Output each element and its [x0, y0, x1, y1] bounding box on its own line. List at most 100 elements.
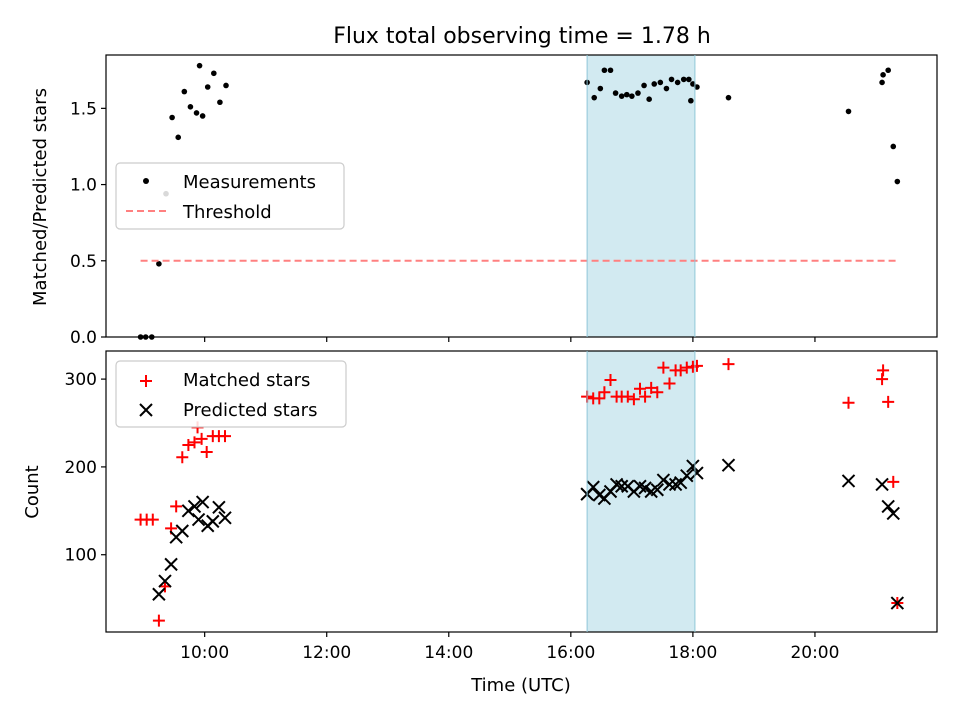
- y-tick-label: 0.5: [70, 252, 97, 272]
- count-y-axis-label: Count: [22, 465, 43, 518]
- ratio-legend-box: [115, 162, 345, 230]
- predicted-point: [886, 506, 900, 521]
- measurement-point: [156, 261, 162, 267]
- matched-point: [598, 386, 611, 399]
- measurement-point: [885, 67, 891, 74]
- measurement-point: [629, 93, 635, 99]
- matched-point: [188, 436, 201, 449]
- measurement-point: [879, 79, 885, 86]
- matched-point: [195, 432, 208, 445]
- predicted-point: [218, 511, 232, 525]
- count-series-layer: [134, 358, 905, 627]
- predicted-point: [164, 557, 178, 572]
- measurement-point: [663, 85, 670, 92]
- predicted-point: [890, 596, 905, 610]
- predicted-point: [680, 468, 694, 483]
- predicted-point: [614, 479, 629, 493]
- predicted-point: [195, 495, 210, 509]
- measurement-point: [607, 67, 614, 74]
- series-matched-stars: [134, 358, 904, 627]
- predicted-point: [206, 514, 220, 529]
- ratio-legend: Measurements Threshold: [115, 162, 345, 230]
- matched-point: [657, 361, 670, 374]
- matched-point: [170, 500, 183, 513]
- predicted-point: [841, 474, 856, 488]
- matched-point: [882, 395, 895, 408]
- measurement-point: [641, 82, 647, 89]
- measurement-point: [199, 113, 206, 119]
- measurement-point: [651, 81, 658, 87]
- y-tick-label: 300: [65, 370, 97, 390]
- matched-point: [690, 359, 703, 372]
- predicted-point: [152, 587, 166, 601]
- measurement-point: [646, 96, 652, 103]
- x-tick-label: 18:00: [668, 643, 717, 663]
- legend-plus-icon: [140, 375, 152, 387]
- measurement-point: [694, 84, 700, 90]
- predicted-point: [212, 500, 226, 515]
- predicted-point: [191, 512, 206, 527]
- y-tick-label: 1.0: [70, 176, 97, 196]
- legend-threshold-label: Threshold: [182, 202, 272, 223]
- x-tick-label: 14:00: [424, 643, 473, 663]
- measurement-point: [618, 93, 625, 99]
- measurement-point: [890, 143, 897, 150]
- measurement-point: [181, 88, 188, 95]
- measurement-point: [657, 79, 664, 86]
- matched-point: [842, 396, 855, 409]
- x-tick-label: 12:00: [302, 643, 351, 663]
- measurement-point: [686, 76, 692, 83]
- x-tick-label: 20:00: [790, 643, 839, 663]
- matched-point: [593, 392, 606, 405]
- measurement-point: [591, 94, 598, 101]
- y-tick-label: 0.0: [70, 328, 97, 348]
- matched-point: [639, 390, 652, 403]
- x-tick-label: 10:00: [180, 643, 229, 663]
- y-tick-label: 200: [65, 458, 97, 478]
- measurement-point: [894, 178, 901, 185]
- ratio-axes: 0.0 0.5 1.0 1.5: [70, 99, 816, 348]
- measurement-point: [196, 62, 203, 69]
- y-tick-label: 1.5: [70, 99, 97, 119]
- predicted-point: [650, 483, 664, 497]
- count-axes-frame: [105, 350, 938, 633]
- measurement-point: [623, 91, 630, 98]
- measurement-point: [223, 82, 229, 89]
- chart-title: Flux total observing time = 1.78 h: [333, 24, 711, 49]
- measurement-point: [175, 134, 182, 141]
- measurement-point: [880, 72, 886, 78]
- measurement-point: [635, 90, 641, 96]
- ratio-axes-frame: [105, 54, 938, 338]
- measurement-point: [211, 70, 217, 77]
- predicted-point: [656, 473, 671, 487]
- measurement-point: [187, 104, 194, 110]
- measurement-point: [680, 76, 687, 83]
- predicted-point: [686, 459, 700, 473]
- matched-point: [182, 438, 195, 451]
- measurement-point: [845, 108, 852, 115]
- predicted-point: [875, 477, 889, 492]
- count-legend: Matched stars Predicted stars: [115, 360, 347, 428]
- x-axis-label: Time (UTC): [470, 675, 571, 696]
- matched-point: [722, 358, 735, 371]
- count-legend-box: [115, 360, 347, 428]
- matched-point: [651, 386, 664, 399]
- measurement-point: [690, 81, 696, 87]
- y-tick-label: 100: [65, 546, 97, 566]
- matched-point: [876, 373, 889, 386]
- highlight-span: [587, 55, 695, 337]
- predicted-point: [690, 466, 704, 480]
- predicted-point: [187, 499, 202, 514]
- measurement-point: [193, 110, 200, 116]
- matched-point: [887, 475, 900, 488]
- measurement-point: [688, 97, 694, 104]
- matched-point: [633, 382, 646, 395]
- predicted-point: [881, 499, 895, 514]
- predicted-point: [175, 524, 189, 538]
- measurement-point: [169, 114, 175, 121]
- matched-point: [674, 364, 687, 377]
- measurement-point: [674, 79, 681, 86]
